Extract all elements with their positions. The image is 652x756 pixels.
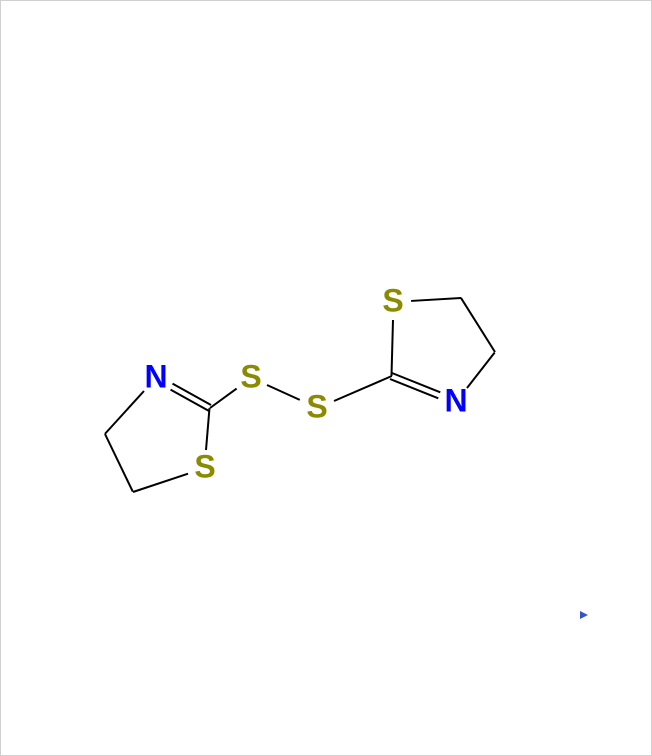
bond-line: [104, 391, 144, 435]
bond-line: [104, 434, 134, 493]
bond-line: [205, 408, 210, 450]
atom-label-s2: S: [240, 359, 261, 396]
bond-line: [209, 388, 237, 409]
bond-line: [267, 385, 301, 402]
bond-line: [333, 375, 391, 402]
atom-label-n2: N: [444, 383, 467, 420]
bond-line: [460, 297, 496, 352]
atom-label-s3: S: [306, 389, 327, 426]
bond-line: [466, 351, 496, 388]
bond-line: [390, 320, 394, 376]
bond-line: [133, 473, 189, 493]
play-icon[interactable]: [580, 611, 588, 619]
chemical-structure-canvas: N S S S N S: [0, 0, 652, 756]
bond-line: [411, 297, 461, 302]
atom-label-s1: S: [194, 449, 215, 486]
atom-label-n1: N: [144, 359, 167, 396]
atom-label-s4: S: [382, 283, 403, 320]
